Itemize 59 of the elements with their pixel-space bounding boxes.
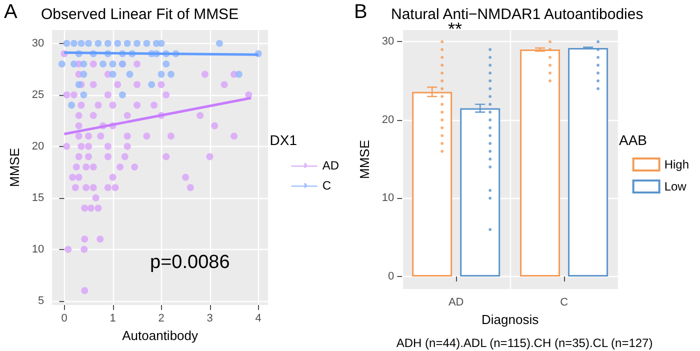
point — [80, 60, 88, 68]
point — [118, 91, 126, 98]
y-tick-label: 30 — [382, 36, 394, 48]
point — [235, 70, 242, 78]
point — [70, 40, 78, 47]
y-tick-label: 0 — [388, 270, 394, 282]
legend-label: Low — [664, 180, 687, 194]
y-tick-label: 30 — [32, 37, 44, 50]
text: B — [354, 1, 368, 23]
point — [158, 70, 165, 78]
y-tick-label: 25 — [32, 88, 44, 101]
y-tick-label: 20 — [382, 114, 394, 126]
x-axis-title: Diagnosis — [482, 312, 540, 327]
point — [78, 40, 85, 47]
point — [94, 40, 102, 47]
point — [109, 70, 116, 78]
point — [100, 60, 107, 68]
point — [126, 70, 134, 78]
chart-title: Observed Linear Fit of MMSE — [41, 6, 239, 23]
point — [124, 40, 131, 47]
x-tick-label: 3 — [206, 312, 213, 324]
legend-label: C — [322, 178, 332, 192]
point — [75, 81, 82, 88]
point — [134, 40, 141, 47]
text: ADH (n=44).ADL (n=115).CH (n=35).CL (n=127) — [396, 336, 653, 350]
legend-label: AD — [322, 158, 340, 172]
point — [58, 60, 66, 68]
point — [114, 40, 122, 47]
point — [63, 40, 70, 47]
point — [70, 60, 78, 68]
y-axis-title: MMSE — [357, 140, 372, 179]
y-tick-label: 10 — [32, 243, 44, 256]
point — [80, 70, 88, 78]
annotation: p=0.0086 — [150, 252, 230, 273]
y-tick-label: 15 — [32, 192, 44, 204]
y-tick-label: 5 — [38, 294, 44, 307]
x-tick-label: 1 — [110, 312, 116, 324]
point — [216, 40, 223, 47]
text: A — [4, 1, 18, 23]
point — [143, 40, 150, 47]
legend-title: AAB — [618, 132, 647, 148]
point — [80, 91, 88, 98]
point — [85, 40, 92, 47]
x-axis-title: Autoantibody — [122, 328, 199, 343]
point — [68, 102, 76, 109]
y-tick-label: 20 — [32, 140, 44, 152]
legend-label: High — [664, 158, 690, 172]
y-axis-title: MMSE — [7, 148, 22, 187]
x-tick-label: 2 — [158, 312, 164, 324]
point — [109, 60, 116, 68]
x-tick-label: 4 — [255, 312, 262, 324]
point — [104, 40, 112, 47]
point — [158, 40, 165, 47]
legend-title: DX1 — [270, 132, 298, 148]
point — [162, 60, 170, 68]
point — [167, 70, 174, 78]
y-tick-label: 10 — [382, 192, 394, 204]
point — [148, 81, 156, 88]
x-tick-label: 0 — [61, 312, 68, 324]
